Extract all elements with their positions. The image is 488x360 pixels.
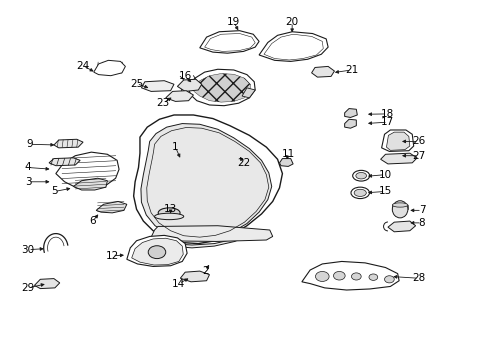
Text: 7: 7 (418, 205, 425, 215)
Ellipse shape (391, 203, 407, 207)
Text: 2: 2 (202, 266, 208, 276)
Text: 14: 14 (172, 279, 185, 289)
Polygon shape (381, 130, 413, 152)
Polygon shape (96, 202, 126, 213)
Text: 25: 25 (130, 78, 143, 89)
Polygon shape (34, 279, 60, 289)
Polygon shape (54, 139, 83, 148)
Text: 5: 5 (51, 186, 58, 197)
Polygon shape (344, 119, 356, 128)
Polygon shape (141, 81, 174, 91)
Text: 13: 13 (163, 203, 177, 213)
Text: 22: 22 (236, 158, 250, 168)
Polygon shape (151, 231, 251, 248)
Polygon shape (279, 158, 292, 166)
Polygon shape (386, 132, 409, 150)
Polygon shape (56, 152, 119, 189)
Text: 9: 9 (26, 139, 33, 149)
Polygon shape (242, 88, 255, 98)
Polygon shape (180, 271, 209, 282)
Polygon shape (126, 235, 187, 266)
Text: 12: 12 (105, 251, 119, 261)
Text: 4: 4 (25, 162, 31, 172)
Text: 29: 29 (21, 283, 35, 293)
Polygon shape (49, 158, 80, 166)
Circle shape (333, 271, 345, 280)
Text: 26: 26 (411, 136, 425, 147)
Polygon shape (165, 91, 193, 102)
Polygon shape (141, 123, 271, 240)
Text: 1: 1 (172, 142, 179, 152)
Polygon shape (344, 109, 357, 117)
Polygon shape (73, 178, 107, 190)
Ellipse shape (355, 172, 366, 179)
Polygon shape (151, 226, 272, 242)
Polygon shape (181, 86, 190, 97)
Text: 3: 3 (25, 177, 31, 187)
Ellipse shape (391, 201, 407, 218)
Polygon shape (188, 69, 255, 106)
Text: 11: 11 (281, 149, 294, 159)
Polygon shape (387, 221, 415, 232)
Circle shape (368, 274, 377, 280)
Circle shape (384, 276, 393, 283)
Text: 8: 8 (418, 218, 425, 228)
Ellipse shape (154, 213, 183, 220)
Polygon shape (131, 238, 183, 265)
Ellipse shape (158, 208, 180, 218)
Text: 24: 24 (76, 61, 89, 71)
Text: 18: 18 (380, 109, 393, 119)
Polygon shape (193, 73, 250, 102)
Polygon shape (200, 31, 259, 53)
Text: 28: 28 (411, 273, 425, 283)
Polygon shape (311, 66, 334, 77)
Polygon shape (94, 60, 125, 76)
Polygon shape (380, 153, 416, 164)
Text: 21: 21 (344, 65, 357, 75)
Circle shape (351, 273, 361, 280)
Text: 10: 10 (378, 170, 391, 180)
Ellipse shape (353, 189, 366, 197)
Text: 23: 23 (156, 98, 169, 108)
Text: 19: 19 (227, 17, 240, 27)
Polygon shape (177, 79, 201, 91)
Circle shape (148, 246, 165, 258)
Text: 16: 16 (178, 71, 191, 81)
Polygon shape (259, 32, 327, 62)
Text: 30: 30 (21, 245, 35, 255)
Text: 15: 15 (378, 186, 391, 197)
Text: 17: 17 (381, 117, 394, 127)
Polygon shape (133, 115, 282, 244)
Polygon shape (301, 261, 398, 290)
Text: 6: 6 (89, 216, 96, 226)
Circle shape (315, 271, 328, 282)
Text: 20: 20 (285, 17, 298, 27)
Text: 27: 27 (411, 151, 425, 161)
